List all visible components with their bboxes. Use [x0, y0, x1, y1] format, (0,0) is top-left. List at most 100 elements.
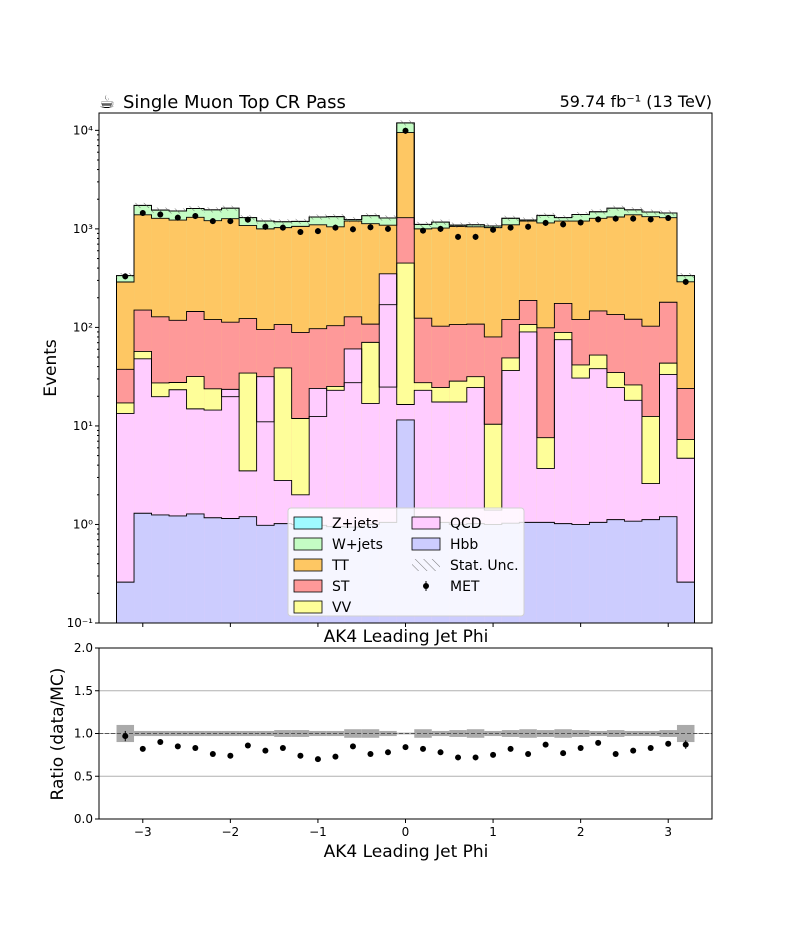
- ratio-unc-band: [221, 730, 240, 737]
- ratio-point: [227, 752, 234, 759]
- bar-hbb: [676, 582, 695, 623]
- chart-title-text: Single Muon Top CR Pass: [123, 92, 346, 113]
- ratio-point: [314, 756, 321, 763]
- bar-hbb: [274, 523, 292, 623]
- ratio-y-axis-label: Ratio (data/MC): [48, 668, 68, 801]
- y-tick-label: 10³: [73, 222, 93, 236]
- ratio-point: [262, 747, 269, 754]
- data-point: [332, 224, 339, 231]
- ratio-point: [209, 751, 216, 758]
- legend-swatch-w-jets: [293, 537, 323, 551]
- data-point: [682, 278, 689, 285]
- bar-hbb: [554, 523, 572, 623]
- bar-qcd: [116, 413, 135, 623]
- ratio-x-tick-label: −1: [309, 825, 327, 839]
- data-point: [384, 225, 391, 232]
- data-point: [349, 226, 356, 233]
- bar-hbb: [589, 522, 607, 623]
- chart-title: ☕ Single Muon Top CR Pass: [99, 92, 346, 113]
- data-point: [577, 219, 584, 226]
- data-point: [560, 221, 567, 228]
- stat-unc-hatch: [379, 215, 397, 221]
- ratio-y-axis-ticks: 0.0 0.5 1.0 1.5 2.0: [74, 641, 99, 826]
- ratio-point: [612, 751, 619, 758]
- y-axis-ticks: 10⁻¹ 10⁰ 10¹ 10² 10³ 10⁴: [67, 123, 99, 630]
- stat-unc-hatch: [641, 209, 660, 215]
- data-point: [157, 211, 164, 218]
- legend-label-met: MET: [450, 579, 480, 595]
- ratio-unc-band: [466, 729, 485, 738]
- stat-unc-hatch: [484, 223, 502, 229]
- ratio-point: [595, 739, 602, 746]
- ratio-plot-area: [99, 690, 712, 777]
- stat-unc-hatch: [414, 221, 432, 227]
- ratio-point: [122, 733, 129, 740]
- stat-unc-hatch: [151, 207, 170, 213]
- ratio-point: [560, 750, 567, 757]
- legend-label-qcd: QCD: [450, 516, 482, 532]
- stat-unc-hatch: [571, 211, 590, 218]
- ratio-point: [244, 742, 251, 749]
- data-point: [542, 219, 549, 226]
- stat-unc-hatch: [659, 210, 677, 216]
- data-point: [122, 273, 129, 280]
- stat-unc-hatch: [309, 214, 327, 220]
- bar-hbb: [186, 513, 205, 623]
- stat-unc-hatch: [291, 218, 310, 225]
- ratio-point: [297, 752, 304, 759]
- legend-swatch-st: [293, 579, 323, 593]
- ratio-point: [525, 751, 532, 758]
- data-point: [455, 233, 462, 240]
- stat-unc-hatch: [536, 212, 555, 218]
- bar-hbb: [221, 518, 240, 623]
- stat-unc-hatch: [256, 218, 275, 224]
- bar-hbb: [659, 516, 677, 623]
- stat-unc-hatch: [501, 215, 520, 221]
- stat-unc-hatch: [344, 217, 362, 223]
- legend-box: [287, 507, 525, 617]
- data-point: [367, 224, 374, 231]
- ratio-point: [157, 739, 164, 746]
- ratio-point: [279, 745, 286, 752]
- ratio-point: [542, 741, 549, 748]
- stat-unc-hatch: [134, 202, 152, 209]
- x-axis-ticks: [142, 623, 669, 627]
- stat-unc-hatch: [589, 209, 607, 215]
- stat-unc-hatch: [186, 205, 205, 212]
- ratio-y-tick-label: 1.0: [74, 727, 93, 741]
- legend-swatch-qcd: [411, 516, 441, 530]
- ratio-point: [577, 745, 584, 752]
- legend-swatch-stat-unc-: [412, 559, 440, 571]
- ratio-x-tick-label: −2: [222, 825, 240, 839]
- ratio-point: [630, 747, 637, 754]
- ratio-x-axis-ticks: −3 −2 −1 0 1 2 3: [134, 819, 672, 839]
- ratio-x-tick-label: −3: [134, 825, 152, 839]
- data-point: [402, 127, 409, 134]
- data-point: [437, 225, 444, 232]
- legend-swatch-z-jets: [293, 516, 323, 530]
- legend-swatch-hbb: [411, 537, 441, 551]
- ratio-point: [367, 751, 374, 758]
- data-point: [595, 216, 602, 223]
- bar-hbb: [116, 582, 135, 623]
- ratio-y-tick-label: 1.5: [74, 684, 93, 698]
- bar-hbb: [641, 519, 660, 623]
- stat-unc-hatch: [606, 205, 625, 211]
- legend-label-hbb: Hbb: [450, 537, 478, 553]
- ratio-point: [384, 749, 391, 756]
- step-outline-hbb: [116, 419, 695, 623]
- data-point: [227, 218, 234, 225]
- data-point: [630, 215, 637, 222]
- stat-unc-hatch: [431, 219, 450, 225]
- stat-unc-hatch: [554, 215, 572, 221]
- ratio-point: [192, 745, 199, 752]
- bar-hbb: [134, 513, 152, 623]
- bar-hbb: [151, 514, 170, 623]
- ratio-point: [490, 751, 497, 758]
- y-tick-label: 10⁰: [73, 517, 93, 531]
- ratio-point: [402, 744, 409, 751]
- stat-unc-hatch: [624, 207, 642, 213]
- data-point: [525, 223, 532, 230]
- y-tick-label: 10²: [73, 320, 93, 334]
- lumi-label: 59.74 fb⁻¹ (13 TeV): [560, 92, 712, 111]
